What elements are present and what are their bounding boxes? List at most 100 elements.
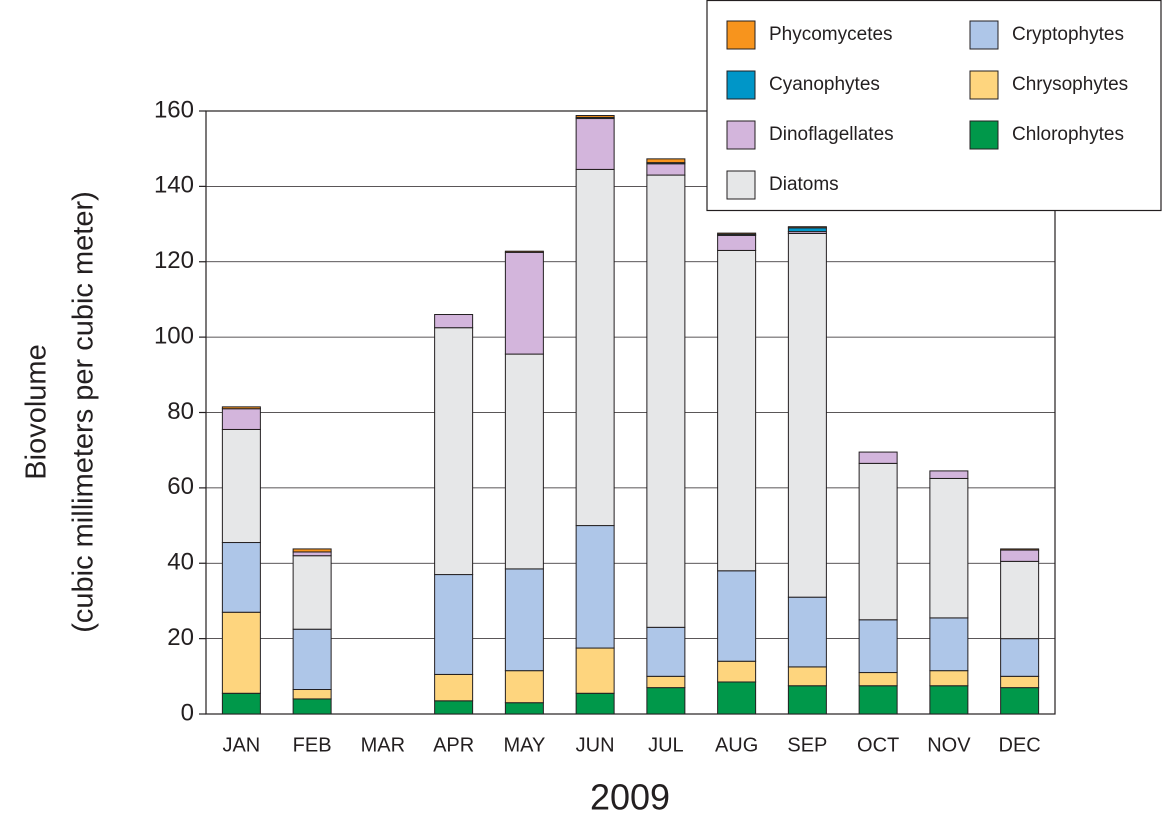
legend-swatch <box>726 170 756 200</box>
bar-segment <box>646 158 686 164</box>
legend-box <box>706 0 1162 212</box>
legend-label: Dinoflagellates <box>769 124 894 145</box>
x-tick-label: NOV <box>927 734 971 756</box>
x-tick-label: JUL <box>648 734 684 756</box>
bar-segment <box>929 470 969 479</box>
bar-segment <box>434 673 474 702</box>
bar-segment <box>646 626 686 677</box>
bar-segment <box>858 462 898 621</box>
x-tick-label: FEB <box>293 734 332 756</box>
bar-segment <box>717 660 757 683</box>
bar-segment <box>575 692 615 715</box>
bar-segment <box>292 689 332 700</box>
bar-segment <box>292 698 332 715</box>
bar-segment <box>434 574 474 675</box>
bar-segment <box>929 685 969 715</box>
plot-frame <box>205 110 1056 715</box>
legend-swatch <box>969 20 999 50</box>
x-tick-label: APR <box>433 734 474 756</box>
bar-segment <box>504 702 544 715</box>
legend-swatch <box>969 70 999 100</box>
x-tick-label: MAY <box>503 734 545 756</box>
bar-segment <box>221 542 261 613</box>
bar-segment <box>575 525 615 649</box>
bar-segment <box>292 555 332 630</box>
bar-segment <box>787 596 827 668</box>
y-axis-label: Biovolume <box>21 344 53 479</box>
bar-segment <box>575 118 615 170</box>
y-tick-label: 20 <box>167 624 194 651</box>
legend-label: Cryptophytes <box>1012 24 1124 45</box>
bar-segment <box>929 670 969 687</box>
legend-label: Chrysophytes <box>1012 74 1128 95</box>
bar-segment <box>717 232 757 235</box>
x-axis-label: 2009 <box>590 777 670 817</box>
bar-segment <box>646 174 686 628</box>
bar-segment <box>292 548 332 553</box>
x-tick-label: JUN <box>576 734 615 756</box>
bar-segment <box>1000 638 1040 677</box>
bar-segment <box>504 568 544 672</box>
bar-segment <box>929 617 969 672</box>
bar-segment <box>292 628 332 691</box>
bar-segment <box>221 692 261 715</box>
bar-segment <box>504 250 544 253</box>
x-tick-label: SEP <box>787 734 827 756</box>
y-tick-label: 160 <box>154 96 194 123</box>
bar-segment <box>1000 548 1040 551</box>
bar-segment <box>221 611 261 694</box>
legend-swatch <box>726 120 756 150</box>
y-axis-label: (cubic millimeters per cubic meter) <box>68 191 100 633</box>
y-tick-label: 40 <box>167 549 194 576</box>
bar-segment <box>1000 675 1040 689</box>
bar-segment <box>717 234 757 251</box>
legend-swatch <box>969 120 999 150</box>
bar-segment <box>504 670 544 704</box>
y-tick-label: 120 <box>154 247 194 274</box>
bar-segment <box>434 700 474 715</box>
bar-segment <box>434 327 474 576</box>
y-tick-label: 0 <box>181 699 194 726</box>
y-tick-label: 60 <box>167 473 194 500</box>
bar-segment <box>504 353 544 570</box>
x-tick-label: MAR <box>361 734 405 756</box>
bar-segment <box>858 685 898 715</box>
legend-label: Cyanophytes <box>769 74 880 95</box>
bar-segment <box>434 314 474 329</box>
bar-segment <box>787 232 827 598</box>
bar-segment <box>292 551 332 557</box>
bar-segment <box>1000 560 1040 640</box>
bar-segment <box>787 227 827 233</box>
bar-segment <box>858 672 898 687</box>
bar-segment <box>787 666 827 687</box>
legend-label: Chlorophytes <box>1012 124 1124 145</box>
bar-segment <box>221 408 261 430</box>
x-tick-label: JAN <box>222 734 260 756</box>
bar-segment <box>646 687 686 715</box>
bar-segment <box>1000 549 1040 562</box>
bar-segment <box>575 647 615 694</box>
y-tick-label: 80 <box>167 398 194 425</box>
bar-segment <box>221 406 261 410</box>
bar-segment <box>929 477 969 619</box>
x-tick-label: OCT <box>857 734 899 756</box>
y-tick-label: 140 <box>154 172 194 199</box>
bar-segment <box>717 249 757 572</box>
x-tick-label: DEC <box>999 734 1041 756</box>
legend-swatch <box>726 20 756 50</box>
bar-segment <box>787 685 827 715</box>
bar-segment <box>646 675 686 689</box>
bar-segment <box>575 168 615 527</box>
bar-segment <box>575 115 615 118</box>
legend-label: Phycomycetes <box>769 24 893 45</box>
bar-segment <box>646 163 686 176</box>
bar-segment <box>504 251 544 355</box>
bar-segment <box>858 619 898 674</box>
y-tick-label: 100 <box>154 322 194 349</box>
legend-swatch <box>726 70 756 100</box>
bar-segment <box>221 428 261 544</box>
bar-segment <box>717 681 757 715</box>
bar-segment <box>1000 687 1040 715</box>
legend-label: Diatoms <box>769 174 839 195</box>
